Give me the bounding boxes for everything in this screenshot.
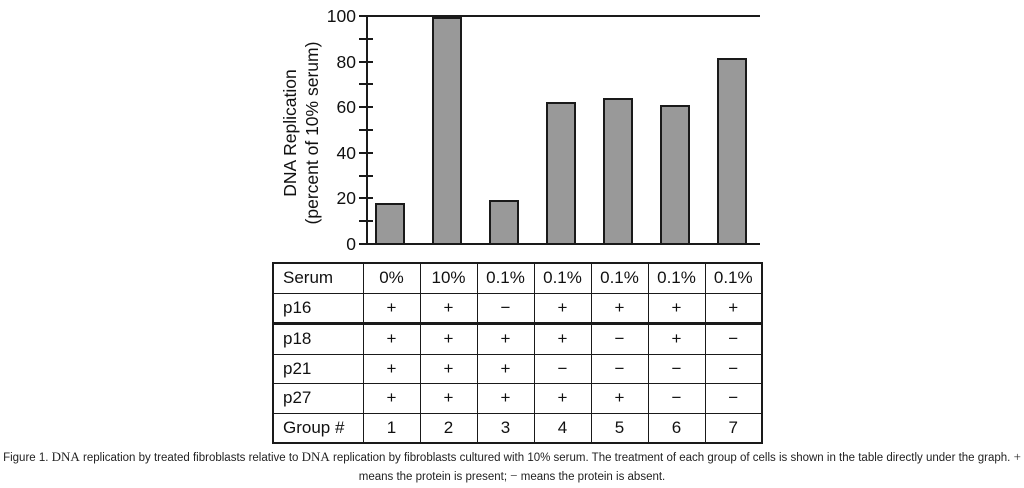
table-row-serum: Serum 0% 10% 0.1% 0.1% 0.1% 0.1% 0.1% [272,262,763,294]
table-cell: 0.1% [590,262,649,294]
caption-segment: replication by fibroblasts cultured with… [329,452,1014,464]
caption-serif-segment: + [1013,449,1021,464]
caption-segment: Figure 1. [3,452,52,464]
table-cell: − [704,323,763,355]
y-axis-tick-label: 100 [326,6,356,26]
table-cell: + [419,292,478,325]
caption-serif-segment: − [510,468,518,483]
table-cell: + [533,292,592,325]
table-cell: 4 [533,412,592,444]
row-label: p16 [272,292,364,325]
table-cell: 6 [647,412,706,444]
table-cell: − [590,323,649,355]
caption-serif-segment: DNA [301,449,330,464]
bar-group-2 [432,17,463,243]
y-axis-tick-label: 40 [336,142,356,163]
table-cell: 1 [362,412,421,444]
table-cell: − [647,383,706,414]
table-cell: + [647,323,706,355]
table-cell: 5 [590,412,649,444]
row-label: p21 [272,353,364,384]
table-cell: + [419,323,478,355]
table-cell: + [362,383,421,414]
bar-group-5 [602,98,633,243]
bar-group-3 [489,200,520,243]
table-cell: + [476,323,535,355]
y-axis-label-line1: DNA Replication [280,69,300,197]
row-label: p18 [272,323,364,355]
y-axis-label-line2: (percent of 10% serum) [301,41,322,225]
bar-group-6 [659,105,690,243]
table-cell: + [533,383,592,414]
caption-serif-segment: DNA [51,449,80,464]
table-cell: + [590,383,649,414]
row-label: Group # [272,412,364,444]
table-cell: − [533,353,592,384]
table-cell: − [704,383,763,414]
caption-segment: replication by treated fibroblasts relat… [79,452,302,464]
bar-group-7 [716,58,747,243]
table-cell: + [362,323,421,355]
table-cell: 0.1% [704,262,763,294]
table-cell: 7 [704,412,763,444]
table-cell: − [704,353,763,384]
table-cell: + [362,353,421,384]
caption-segment: means the protein is absent. [517,471,666,483]
table-cell: + [476,353,535,384]
table-cell: + [590,292,649,325]
bar-group-1 [375,203,406,243]
table-cell: − [647,353,706,384]
table-row-p16: p16 + + − + + + + [272,292,763,325]
bar-group-4 [546,102,576,243]
table-cell: − [476,292,535,325]
bar-chart-plot-area [366,15,760,245]
table-cell: + [704,292,763,325]
row-label: p27 [272,383,364,414]
table-cell: + [533,323,592,355]
table-cell: + [419,353,478,384]
table-row-p18: p18 + + + + − + − [272,323,763,355]
y-axis-tick-label: 60 [336,97,356,118]
table-cell: 0% [362,262,421,294]
table-row-group-: Group #1 2 3 4 5 6 7 [272,412,763,444]
table-cell: + [419,383,478,414]
table-cell: 0.1% [647,262,706,294]
y-axis-label: DNA Replication (percent of 10% serum) [280,13,324,253]
y-axis-tick-label: 80 [336,51,356,72]
figure-caption-line1: Figure 1. DNA replication by treated fib… [0,450,1024,465]
row-label: Serum [272,262,364,294]
table-row-p27: p27 + + + + + − − [272,383,763,414]
caption-segment: means the protein is present; [358,471,511,483]
table-cell: 0.1% [476,262,535,294]
table-cell: 2 [419,412,478,444]
table-cell: + [647,292,706,325]
table-cell: + [476,383,535,414]
y-axis-tick-label: 0 [346,234,356,254]
table-cell: + [362,292,421,325]
y-axis-tick-label: 20 [336,188,356,209]
table-cell: 0.1% [533,262,592,294]
table-cell: 3 [476,412,535,444]
table-cell: − [590,353,649,384]
figure-caption-line2: means the protein is present; − means th… [0,469,1024,484]
treatment-table: Serum 0% 10% 0.1% 0.1% 0.1% 0.1% 0.1% p16 + + − + + + +… [272,262,763,444]
table-cell: 10% [419,262,478,294]
table-row-p21: p21 + + + − − − − [272,353,763,384]
